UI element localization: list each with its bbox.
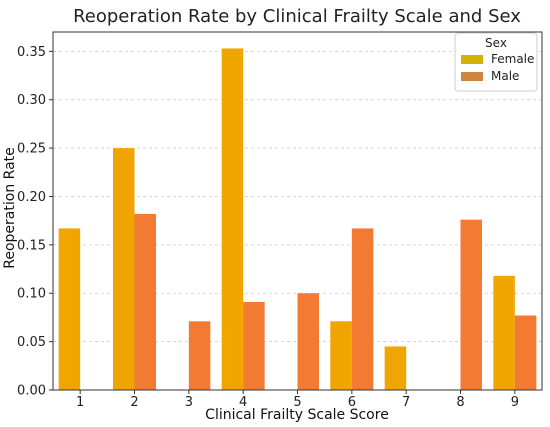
- bar-male-9: [514, 315, 537, 390]
- bar-male-4: [243, 301, 265, 390]
- legend-swatch-male: [461, 72, 483, 81]
- legend-label-male: Male: [491, 69, 519, 83]
- x-axis-ticks: 1 2 3 4 5 6 7 8 9: [76, 390, 519, 410]
- bar-female-6: [330, 321, 352, 390]
- x-tick-label: 8: [456, 395, 464, 410]
- x-tick-label: 2: [130, 395, 138, 410]
- bar-male-8: [460, 219, 482, 390]
- bar-female-2: [113, 148, 135, 390]
- chart-title: Reoperation Rate by Clinical Frailty Sca…: [73, 6, 521, 27]
- y-tick-label: 0.00: [17, 384, 46, 399]
- bar-male-5: [297, 293, 319, 390]
- y-tick-label: 0.15: [17, 238, 46, 253]
- x-tick-label: 5: [293, 395, 301, 410]
- x-tick-label: 7: [402, 395, 410, 410]
- bar-male-2: [134, 213, 156, 390]
- legend-swatch-female: [461, 55, 483, 64]
- y-tick-label: 0.10: [17, 287, 46, 302]
- legend-label-female: Female: [491, 52, 534, 66]
- plot-frame: [52, 31, 543, 391]
- bars: [58, 48, 537, 391]
- legend-title: Sex: [485, 36, 507, 50]
- x-tick-label: 9: [511, 395, 519, 410]
- y-tick-label: 0.35: [17, 45, 46, 60]
- legend: Sex Female Male: [454, 32, 538, 92]
- x-tick-label: 3: [185, 395, 193, 410]
- y-axis-title: Reoperation Rate: [2, 147, 18, 268]
- x-axis-title: Clinical Frailty Scale Score: [205, 407, 389, 423]
- bar-male-6: [351, 228, 374, 390]
- y-tick-label: 0.30: [17, 93, 46, 108]
- bar-female-1: [58, 228, 81, 390]
- bar-female-7: [384, 346, 407, 390]
- bar-female-4: [221, 48, 244, 391]
- x-tick-label: 1: [76, 395, 84, 410]
- y-axis-ticks: 0.00 0.05 0.10 0.15 0.20 0.25 0.30 0.35: [17, 45, 53, 399]
- x-tick-label: 6: [348, 395, 356, 410]
- y-tick-label: 0.05: [17, 335, 46, 350]
- bar-female-9: [493, 275, 515, 390]
- x-tick-label: 4: [239, 395, 247, 410]
- bar-male-3: [188, 321, 211, 390]
- y-tick-label: 0.20: [17, 190, 46, 205]
- y-tick-label: 0.25: [17, 142, 46, 157]
